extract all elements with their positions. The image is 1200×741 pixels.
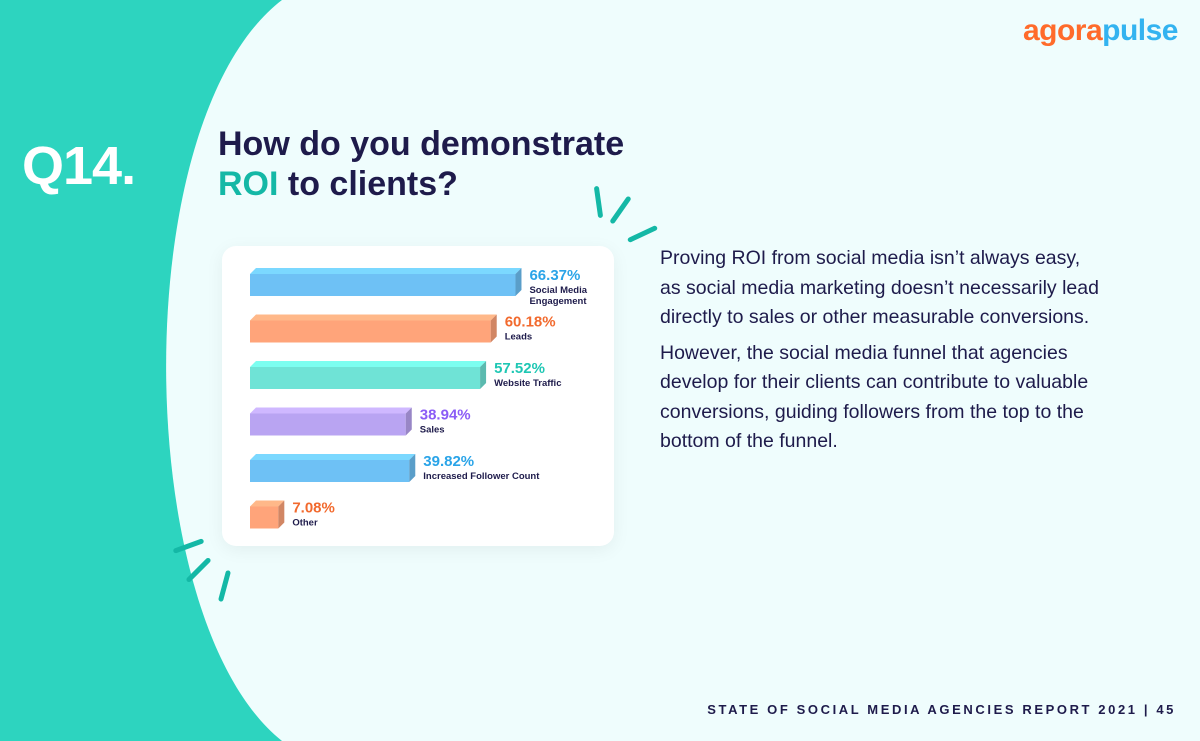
value-label: 57.52%: [494, 360, 545, 377]
bar-top-face: [250, 454, 416, 460]
value-label: 60.18%: [505, 314, 556, 331]
category-label: Increased Follower Count: [423, 471, 540, 482]
bar-top-face: [250, 407, 412, 414]
logo-text-agora: agora: [1022, 14, 1103, 47]
category-label: Engagement: [529, 296, 587, 307]
chart-card: 66.37% Social Media Engagement 60.18% Leads 5…: [222, 246, 614, 546]
bar-group: 38.94%Sales: [250, 407, 471, 436]
bar: [250, 367, 481, 389]
agorapulse-logo: agorapulse: [1022, 14, 1179, 48]
bar-side-face: [480, 361, 487, 389]
bar-side-face: [409, 454, 416, 482]
footer: STATE OF SOCIAL MEDIA AGENCIES REPORT 20…: [707, 702, 1176, 717]
value-label: 39.82%: [423, 453, 474, 470]
bar-side-face: [278, 500, 285, 529]
footer-separator: |: [1143, 702, 1151, 717]
bar-group: 60.18%Leads: [250, 314, 556, 343]
page-title: How do you demonstrate ROI to clients?: [218, 124, 624, 204]
footer-report-title: STATE OF SOCIAL MEDIA AGENCIES REPORT 20…: [707, 702, 1138, 717]
category-label: Website Traffic: [494, 378, 561, 389]
value-label: 66.37%: [529, 267, 580, 284]
bar: [250, 320, 491, 343]
bar: [250, 274, 516, 296]
bar-top-face: [250, 314, 497, 321]
bar-top-face: [250, 361, 487, 367]
question-number: Q14.: [22, 136, 136, 196]
title-highlight: ROI: [218, 165, 279, 203]
footer-page-number: 45: [1156, 702, 1176, 717]
bar: [250, 413, 406, 436]
bar-side-face: [405, 407, 412, 436]
bar-top-face: [250, 500, 285, 507]
bar-top-face: [250, 268, 522, 274]
bar: [250, 460, 410, 482]
bar: [250, 506, 279, 529]
bar-group: 7.08%Other: [250, 500, 335, 529]
title-line-1: How do you demonstrate: [218, 125, 625, 163]
value-label: 38.94%: [420, 407, 471, 424]
body-text: Proving ROI from social media isn’t alwa…: [660, 244, 1100, 463]
bar-group: 57.52%Website Traffic: [250, 360, 561, 389]
category-label: Other: [292, 518, 318, 529]
category-label: Social Media: [529, 285, 587, 296]
category-label: Sales: [420, 425, 445, 436]
logo-text-pulse: pulse: [1102, 14, 1178, 47]
title-line-2-rest: to clients?: [278, 165, 458, 203]
category-label: Leads: [505, 332, 532, 343]
body-paragraph-2: However, the social media funnel that ag…: [660, 341, 1089, 453]
title-line-2: ROI to clients?: [218, 164, 624, 204]
bar-side-face: [515, 268, 522, 296]
bar-group: 39.82%Increased Follower Count: [250, 453, 540, 482]
body-paragraph-1: Proving ROI from social media isn’t alwa…: [660, 247, 1099, 328]
value-label: 7.08%: [292, 500, 335, 517]
bar-side-face: [490, 314, 497, 343]
